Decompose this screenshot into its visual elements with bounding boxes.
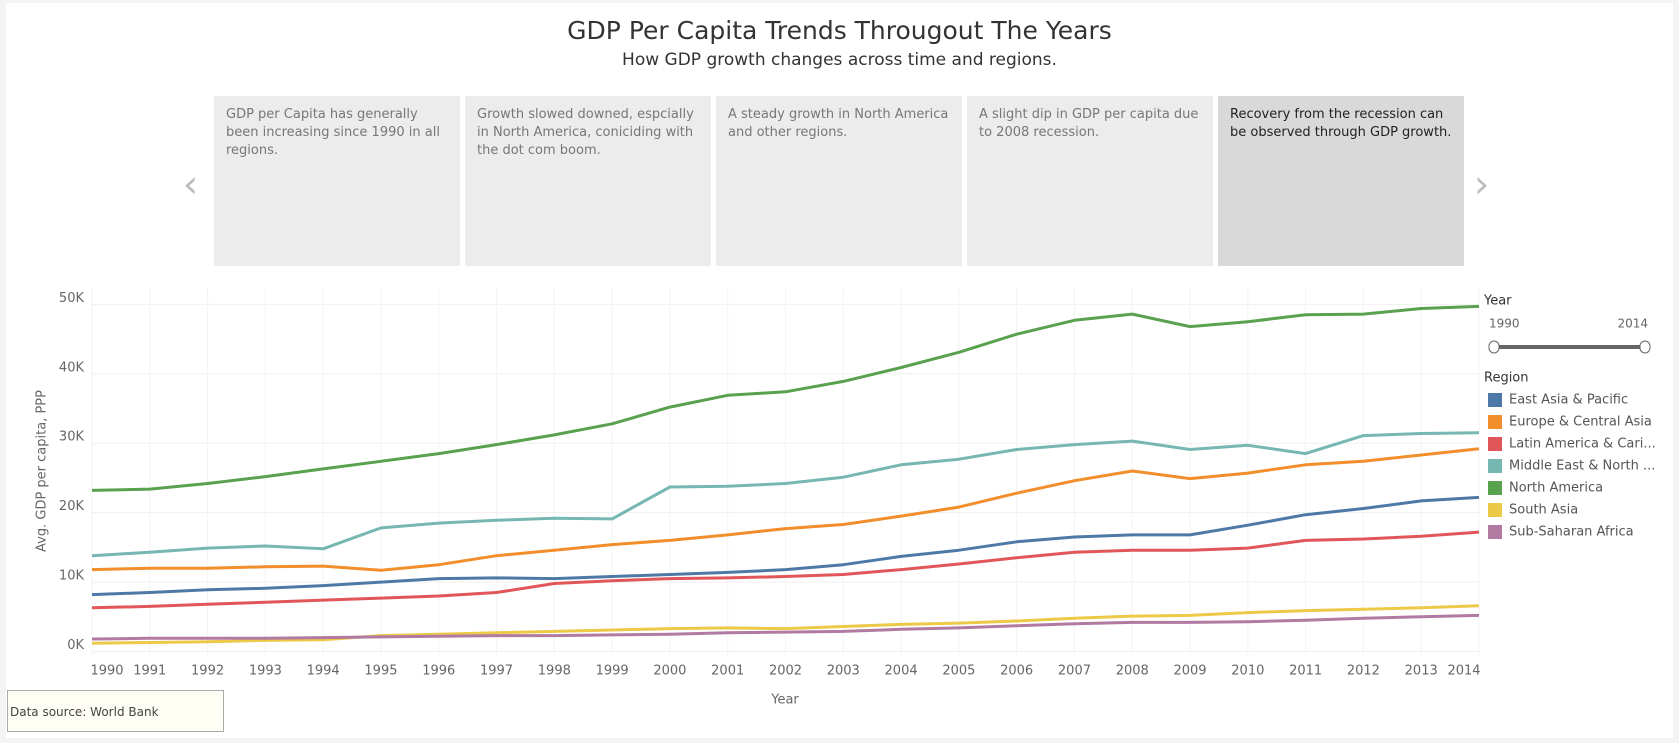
story-point[interactable]: Recovery from the recession can be obser… [1218,96,1464,266]
legend-swatch [1488,437,1502,451]
filter-handle-min[interactable] [1488,340,1500,354]
x-tick-label: 1999 [596,664,629,679]
legend-swatch [1488,503,1502,517]
x-tick-label: 2009 [1173,664,1206,679]
x-tick-label: 2001 [711,664,744,679]
legend-label: Middle East & North ... [1509,459,1655,474]
next-arrow[interactable]: › [1474,162,1490,206]
y-axis-label: Avg. GDP per capita, PPP [35,390,50,552]
x-tick-label: 2010 [1231,664,1264,679]
x-tick-label: 1993 [249,664,282,679]
x-tick-label: 2003 [827,664,860,679]
filter-title: Year [1483,294,1512,309]
prev-arrow[interactable]: ‹ [183,162,199,206]
data-source: Data source: World Bank [7,690,224,732]
x-tick-label: 2006 [1000,664,1033,679]
x-tick-label: 1995 [364,664,397,679]
story-point[interactable]: GDP per Capita has generally been increa… [214,96,460,266]
legend-title: Region [1484,371,1529,386]
x-tick-label: 1994 [307,664,340,679]
x-tick-label: 2008 [1116,664,1149,679]
x-tick-label: 2002 [769,664,802,679]
series-line [91,447,1480,572]
grid [91,287,1480,655]
legend-label: Latin America & Cari... [1509,437,1656,452]
x-tick-label: 2013 [1405,664,1438,679]
x-tick-label: 1991 [133,664,166,679]
series-line [91,613,1480,641]
x-tick-label: 1990 [90,664,123,679]
story-point[interactable]: A steady growth in North America and oth… [716,96,962,266]
title: GDP Per Capita Trends Througout The Year… [567,16,1112,45]
x-tick-label: 2004 [885,664,918,679]
legend-label: South Asia [1509,503,1578,518]
legend-swatch [1488,415,1502,429]
series-line [91,530,1480,610]
story-point[interactable]: A slight dip in GDP per capita due to 20… [967,96,1213,266]
filter-min: 1990 [1489,317,1520,331]
x-tick-label: 2007 [1058,664,1091,679]
x-tick-label: 2014 [1447,664,1480,679]
legend-label: Europe & Central Asia [1509,415,1652,430]
y-tick-label: 20K [59,499,85,514]
y-tick-label: 30K [59,430,85,445]
x-tick-label: 1997 [480,664,513,679]
series-line [91,495,1480,597]
filter-max: 2014 [1617,317,1648,331]
series-line [91,304,1480,492]
x-tick-label: 2012 [1347,664,1380,679]
series-line [91,604,1480,645]
y-tick-label: 50K [59,291,85,306]
y-tick-label: 10K [59,569,85,584]
y-tick-label: 0K [67,638,84,653]
x-tick-label: 2011 [1289,664,1322,679]
series-line [91,431,1480,558]
subtitle: How GDP growth changes across time and r… [622,50,1057,70]
x-axis-label: Year [770,693,799,708]
x-tick-label: 2005 [942,664,975,679]
x-tick-label: 1996 [422,664,455,679]
x-tick-label: 2000 [653,664,686,679]
legend-swatch [1488,459,1502,473]
legend-swatch [1488,393,1502,407]
x-tick-label: 1992 [191,664,224,679]
legend-swatch [1488,525,1502,539]
legend-label: East Asia & Pacific [1509,393,1628,408]
legend-swatch [1488,481,1502,495]
legend-label: Sub-Saharan Africa [1509,525,1634,540]
story-point[interactable]: Growth slowed downed, espcially in North… [465,96,711,266]
x-tick-label: 1998 [538,664,571,679]
legend-label: North America [1509,481,1603,496]
y-tick-label: 40K [59,360,85,375]
filter-handle-max[interactable] [1639,340,1651,354]
